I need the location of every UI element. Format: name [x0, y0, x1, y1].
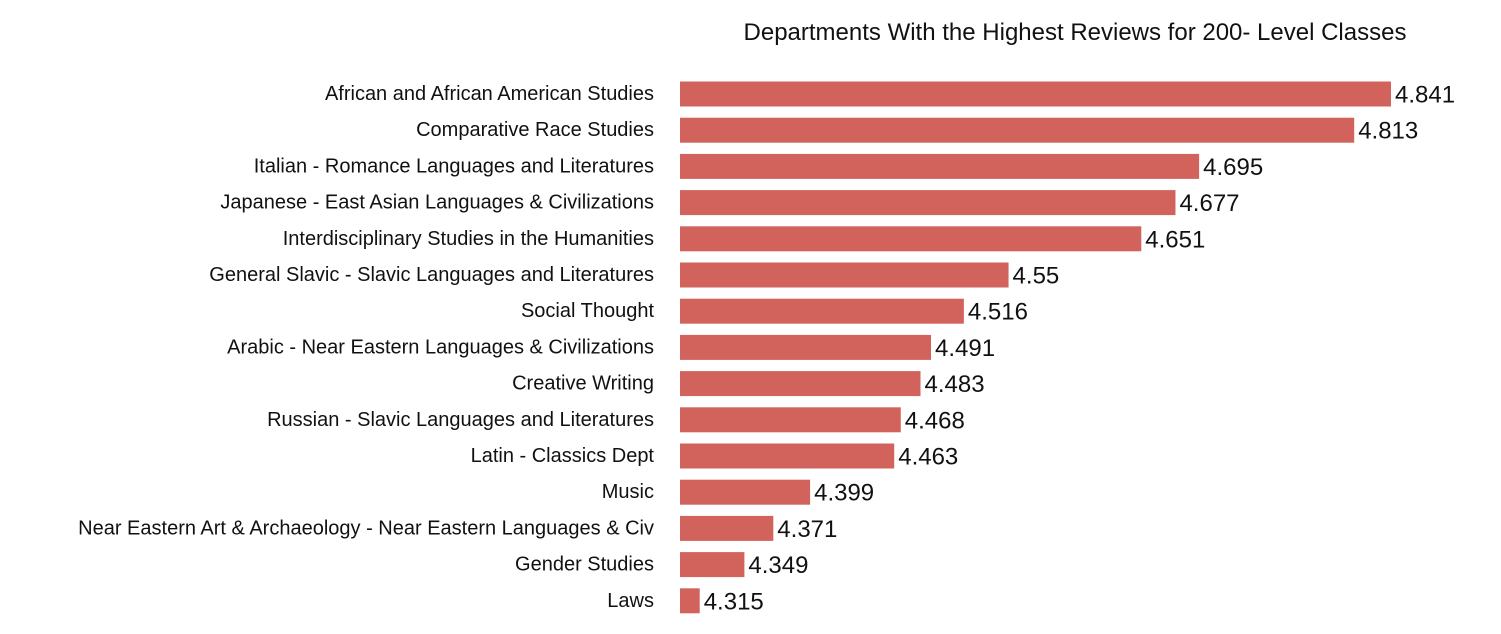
- value-label: 4.371: [777, 516, 837, 543]
- value-label: 4.813: [1358, 118, 1418, 145]
- value-label: 4.651: [1145, 226, 1205, 253]
- category-label: Music: [602, 481, 654, 503]
- bar: [680, 552, 745, 578]
- value-label: 4.491: [935, 335, 995, 362]
- category-label: Arabic - Near Eastern Languages & Civili…: [227, 336, 654, 358]
- category-label: Gender Studies: [515, 554, 654, 576]
- category-label: Social Thought: [521, 300, 655, 322]
- bar: [680, 407, 901, 433]
- chart-title: Departments With the Highest Reviews for…: [743, 19, 1407, 46]
- value-label: 4.399: [814, 480, 874, 507]
- category-label: Laws: [607, 590, 654, 612]
- bar: [680, 226, 1142, 252]
- value-label: 4.516: [968, 299, 1028, 326]
- category-label: Creative Writing: [512, 373, 654, 395]
- value-label: 4.468: [905, 407, 965, 434]
- bar: [680, 117, 1355, 143]
- bar: [680, 334, 932, 360]
- bar: [680, 371, 921, 397]
- value-label: 4.55: [1013, 263, 1060, 290]
- category-label: Russian - Slavic Languages and Literatur…: [267, 409, 654, 431]
- value-label: 4.349: [748, 552, 808, 579]
- bar: [680, 262, 1009, 288]
- value-label: 4.841: [1395, 82, 1455, 109]
- category-label: General Slavic - Slavic Languages and Li…: [209, 264, 654, 286]
- category-label: African and African American Studies: [325, 83, 654, 105]
- category-label: Near Eastern Art & Archaeology - Near Ea…: [78, 517, 654, 539]
- value-label: 4.315: [704, 588, 764, 615]
- value-label: 4.483: [925, 371, 985, 398]
- bar: [680, 588, 700, 614]
- category-label: Italian - Romance Languages and Literatu…: [254, 155, 654, 177]
- value-label: 4.463: [898, 444, 958, 471]
- bar: [680, 298, 964, 324]
- bar: [680, 515, 774, 541]
- bar: [680, 479, 811, 505]
- category-label: Japanese - East Asian Languages & Civili…: [220, 192, 654, 214]
- bar: [680, 81, 1391, 107]
- bar: [680, 153, 1200, 179]
- category-label: Interdisciplinary Studies in the Humanit…: [283, 228, 654, 250]
- value-label: 4.695: [1203, 154, 1263, 181]
- bar: [680, 190, 1176, 216]
- category-label: Comparative Race Studies: [416, 119, 654, 141]
- bar: [680, 443, 895, 469]
- value-label: 4.677: [1179, 190, 1239, 217]
- category-label: Latin - Classics Dept: [471, 445, 655, 467]
